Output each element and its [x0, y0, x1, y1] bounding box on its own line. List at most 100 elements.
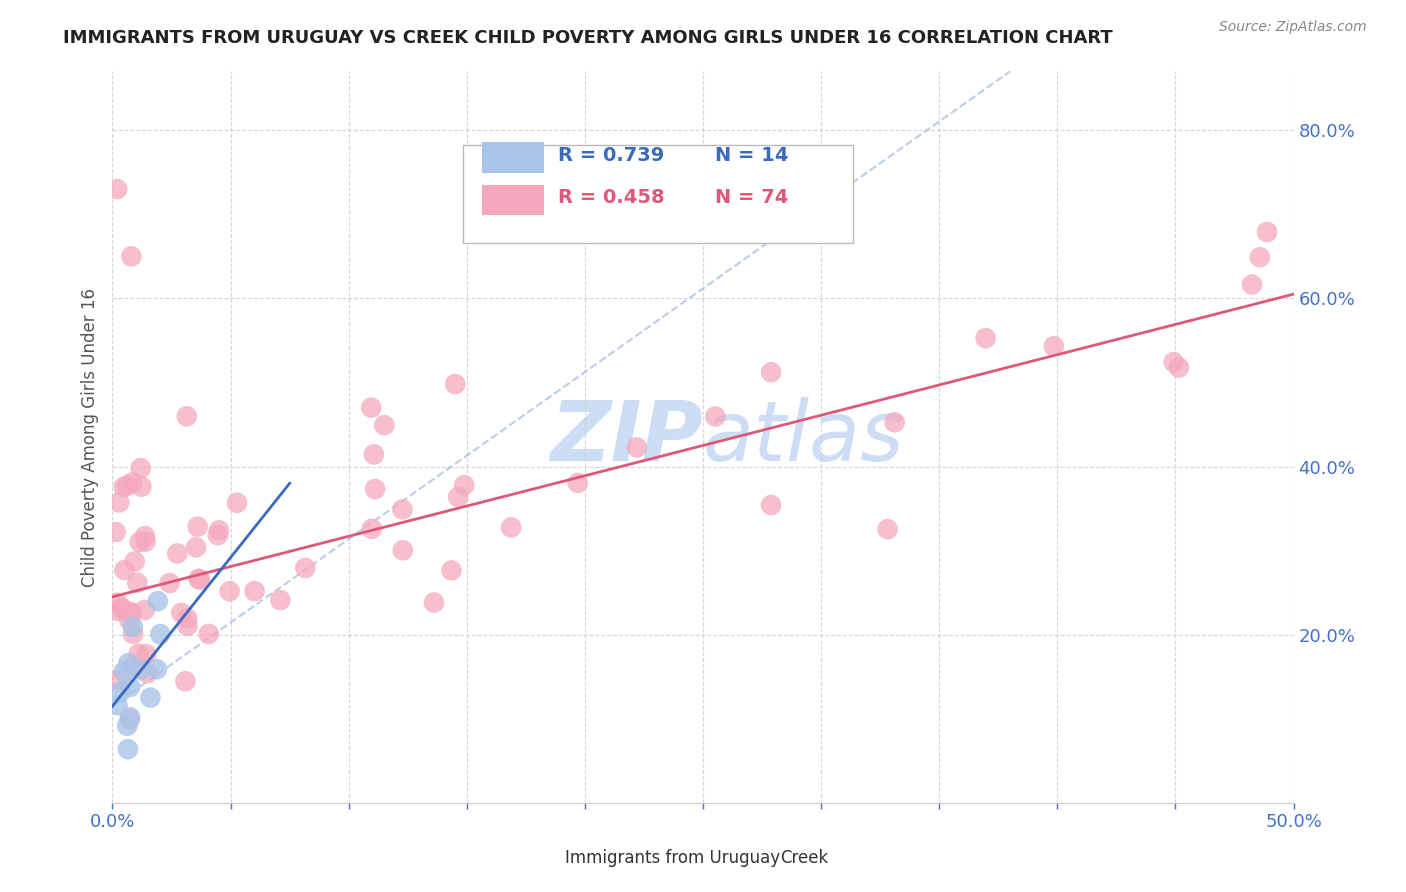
Point	[1168, 360, 1191, 375]
Point	[626, 441, 648, 455]
Point	[373, 418, 395, 433]
FancyBboxPatch shape	[733, 847, 775, 870]
Text: Immigrants from Uruguay: Immigrants from Uruguay	[565, 849, 780, 867]
Point	[128, 647, 150, 661]
Point	[187, 572, 209, 586]
Point	[876, 522, 898, 536]
Point	[360, 401, 382, 415]
Point	[208, 524, 231, 538]
Point	[187, 519, 209, 533]
Point	[120, 605, 142, 619]
Point	[188, 573, 211, 587]
Point	[176, 409, 198, 424]
Point	[117, 656, 139, 670]
Point	[423, 596, 446, 610]
Point	[124, 554, 146, 568]
Point	[117, 478, 139, 492]
Point	[974, 331, 997, 345]
Y-axis label: Child Poverty Among Girls Under 16: Child Poverty Among Girls Under 16	[80, 287, 98, 587]
Point	[121, 620, 143, 634]
Point	[391, 502, 413, 516]
Point	[759, 498, 782, 512]
Point	[105, 182, 128, 196]
Point	[112, 563, 135, 577]
Point	[136, 666, 159, 681]
Point	[243, 584, 266, 599]
Point	[112, 480, 135, 494]
Text: Creek: Creek	[780, 849, 828, 867]
Text: ZIP: ZIP	[550, 397, 703, 477]
Point	[117, 742, 139, 756]
Point	[105, 604, 128, 618]
Point	[111, 601, 134, 615]
Point	[197, 627, 219, 641]
Point	[131, 480, 153, 494]
Point	[146, 662, 169, 676]
Point	[1163, 355, 1185, 369]
Point	[170, 606, 193, 620]
Point	[218, 584, 240, 599]
Point	[501, 520, 523, 534]
Text: N = 14: N = 14	[714, 146, 789, 165]
Text: atlas: atlas	[703, 397, 904, 477]
Point	[135, 647, 157, 661]
Point	[107, 698, 129, 713]
Point	[453, 478, 475, 492]
Point	[1249, 250, 1271, 264]
FancyBboxPatch shape	[482, 185, 544, 216]
Point	[226, 496, 249, 510]
Point	[704, 409, 727, 424]
Point	[567, 475, 589, 490]
Text: R = 0.739: R = 0.739	[558, 146, 664, 165]
Point	[105, 673, 128, 687]
Point	[118, 710, 141, 724]
Point	[135, 534, 157, 549]
FancyBboxPatch shape	[517, 847, 560, 870]
Point	[118, 613, 141, 627]
Point	[360, 522, 382, 536]
Text: R = 0.458: R = 0.458	[558, 188, 665, 208]
Point	[207, 528, 229, 542]
Point	[440, 563, 463, 577]
Point	[110, 685, 132, 699]
Point	[118, 680, 141, 694]
Point	[269, 593, 291, 607]
Point	[120, 607, 142, 621]
Point	[112, 665, 135, 679]
FancyBboxPatch shape	[463, 145, 853, 244]
Point	[127, 575, 149, 590]
Point	[120, 249, 142, 263]
Point	[759, 365, 782, 379]
Point	[121, 475, 143, 490]
Point	[364, 482, 387, 496]
Point	[108, 495, 131, 509]
Point	[149, 627, 172, 641]
Point	[294, 561, 316, 575]
Point	[146, 594, 169, 608]
Point	[159, 576, 181, 591]
Point	[111, 601, 134, 615]
Point	[447, 490, 470, 504]
Point	[129, 461, 152, 475]
Point	[176, 618, 198, 632]
Point	[392, 543, 415, 558]
Point	[128, 535, 150, 549]
Point	[118, 713, 141, 727]
Point	[184, 541, 207, 555]
Point	[1240, 277, 1263, 292]
Point	[176, 611, 198, 625]
Point	[363, 447, 385, 461]
Point	[166, 546, 188, 560]
Point	[115, 719, 138, 733]
Point	[1043, 339, 1066, 353]
Point	[444, 377, 467, 392]
Point	[134, 603, 156, 617]
Point	[139, 690, 162, 705]
Point	[122, 627, 145, 641]
Point	[883, 415, 905, 429]
Point	[174, 674, 197, 689]
Point	[121, 659, 143, 673]
Point	[134, 529, 156, 543]
Point	[104, 525, 127, 540]
Point	[105, 596, 128, 610]
